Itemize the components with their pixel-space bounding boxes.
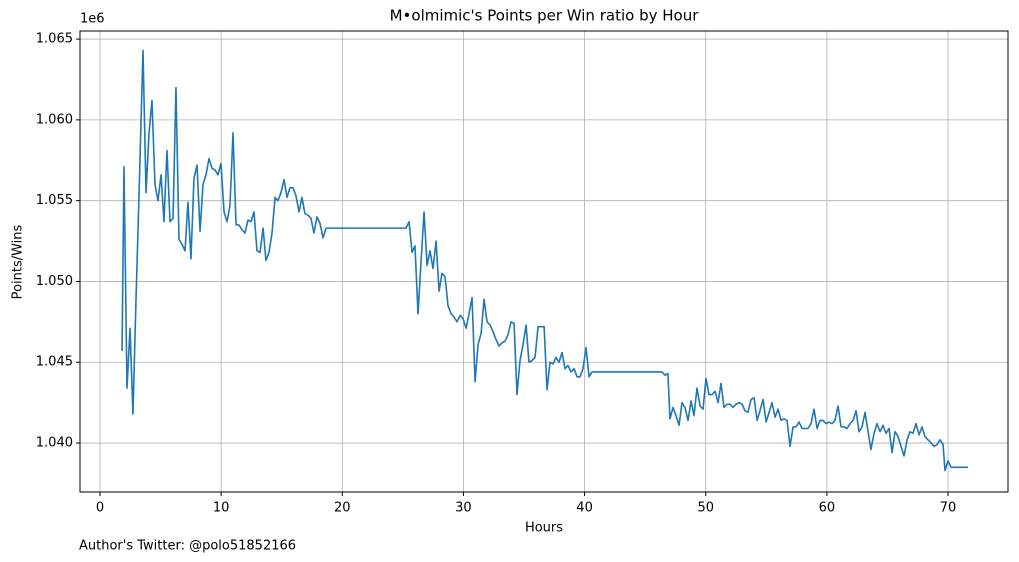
y-tick-label: 1.045 [36,355,73,370]
x-tick-label: 50 [697,501,714,516]
y-offset-label: 1e6 [80,12,105,27]
x-tick-label: 30 [455,501,472,516]
y-tick-label: 1.065 [36,32,73,47]
plot [121,49,969,472]
x-axis-label: Hours [525,521,563,536]
y-tick-label: 1.040 [36,436,73,451]
x-tick-label: 20 [334,501,351,516]
x-tick-label: 70 [940,501,957,516]
x-tick-label: 0 [96,501,104,516]
x-tick-label: 60 [819,501,836,516]
y-axis-label: Points/Wins [11,224,26,299]
data-line [121,49,969,472]
caption: Author's Twitter: @polo51852166 [79,539,296,554]
x-tick-label: 10 [213,501,230,516]
plot-frame [79,30,1009,493]
y-tick-label: 1.055 [36,193,73,208]
y-tick-label: 1.050 [36,274,73,289]
x-tick-label: 40 [576,501,593,516]
y-tick-label: 1.060 [36,112,73,127]
chart-title: M•olmimic's Points per Win ratio by Hour [390,7,700,25]
